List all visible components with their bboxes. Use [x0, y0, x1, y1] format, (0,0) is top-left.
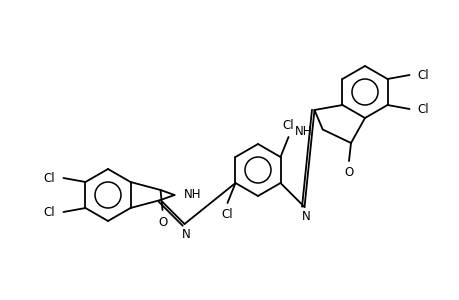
Text: NH: NH: [295, 125, 312, 138]
Text: O: O: [344, 167, 353, 179]
Text: Cl: Cl: [44, 206, 55, 218]
Text: O: O: [157, 215, 167, 229]
Text: Cl: Cl: [282, 118, 294, 131]
Text: N: N: [302, 211, 310, 224]
Text: Cl: Cl: [417, 68, 428, 82]
Text: Cl: Cl: [221, 208, 233, 221]
Text: Cl: Cl: [44, 172, 55, 184]
Text: Cl: Cl: [417, 103, 428, 116]
Text: N: N: [182, 227, 190, 241]
Text: NH: NH: [183, 188, 201, 202]
